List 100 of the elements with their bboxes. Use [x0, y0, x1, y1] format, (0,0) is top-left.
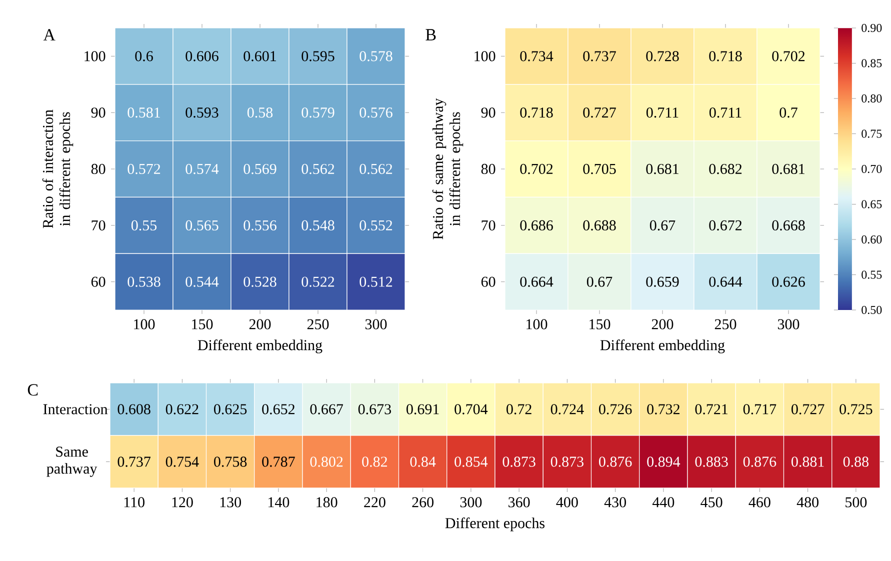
data-label: 0.802: [310, 456, 343, 467]
data-label: 0.562: [302, 164, 334, 174]
y-tick-label: 70: [92, 220, 106, 230]
x-tick-label: 440: [652, 497, 674, 508]
x-tick-label: 150: [192, 319, 213, 330]
data-label: 0.732: [647, 404, 680, 414]
y-tick-label: Same pathway: [46, 446, 98, 477]
data-label: 0.873: [502, 456, 536, 467]
x-tick-label: 110: [124, 497, 144, 508]
data-label: 0.556: [244, 220, 276, 230]
data-label: 0.608: [118, 404, 150, 414]
data-label: 0.873: [550, 456, 584, 467]
x-tick-label: 100: [526, 319, 548, 330]
data-label: 0.67: [650, 220, 676, 230]
data-label: 0.578: [360, 51, 392, 62]
data-label: 0.625: [214, 404, 247, 414]
x-tick-label: 120: [172, 497, 193, 508]
x-tick-label: 500: [846, 497, 867, 508]
data-label: 0.681: [772, 164, 804, 174]
y-axis-title: Ratio of interaction in different epochs: [42, 110, 74, 228]
color-bar-label: 0.80: [862, 94, 882, 103]
data-label: 0.737: [583, 51, 616, 62]
x-tick-label: 200: [652, 319, 674, 330]
y-tick-label: 80: [481, 164, 496, 174]
color-bar-label: 0.65: [862, 200, 882, 208]
data-label: 0.512: [360, 276, 392, 287]
data-label: 0.626: [772, 276, 805, 287]
x-tick-label: 460: [748, 497, 770, 508]
data-label: 0.737: [118, 456, 150, 467]
y-tick-label: 80: [91, 164, 106, 174]
data-label: 0.593: [186, 107, 218, 118]
chart-title: B: [426, 29, 436, 40]
x-tick-label: 300: [778, 319, 800, 330]
data-label: 0.562: [360, 164, 392, 174]
x-tick-label: 450: [700, 497, 722, 508]
x-tick-label: 250: [714, 319, 736, 330]
y-tick-label: Interaction: [43, 404, 108, 414]
data-label: 0.688: [583, 220, 616, 230]
data-label: 0.734: [520, 51, 554, 62]
data-label: 0.883: [695, 456, 728, 467]
y-tick-label: 90: [481, 108, 496, 118]
x-tick-label: 360: [508, 497, 530, 508]
data-label: 0.7: [780, 107, 798, 118]
y-tick-label: 90: [91, 108, 106, 118]
data-label: 0.673: [358, 404, 391, 414]
color-bar-label: 0.50: [862, 306, 882, 314]
data-label: 0.702: [520, 164, 553, 174]
data-label: 0.686: [520, 220, 553, 230]
y-tick-label: 100: [84, 51, 106, 62]
x-tick-label: 220: [364, 497, 386, 508]
data-label: 0.721: [695, 404, 728, 414]
data-label: 0.659: [646, 276, 679, 287]
color-bar-label: 0.90: [862, 24, 882, 32]
x-axis-title: Different epochs: [445, 518, 544, 532]
data-label: 0.728: [646, 51, 679, 62]
chart-title: C: [28, 384, 38, 396]
color-bar-label: 0.75: [862, 130, 882, 138]
x-tick-label: 150: [590, 319, 610, 330]
data-label: 0.682: [709, 164, 742, 174]
data-label: 0.754: [166, 456, 199, 467]
data-label: 0.6: [135, 51, 153, 62]
data-label: 0.528: [244, 276, 276, 287]
data-label: 0.711: [709, 107, 742, 118]
data-label: 0.544: [186, 276, 219, 287]
data-label: 0.717: [743, 404, 776, 414]
color-bar-label: 0.60: [862, 235, 882, 244]
data-label: 0.548: [302, 220, 334, 230]
data-label: 0.58: [247, 107, 273, 118]
data-label: 0.579: [302, 107, 334, 118]
x-tick-label: 430: [604, 497, 626, 508]
data-label: 0.652: [262, 404, 294, 414]
x-tick-label: 260: [412, 497, 434, 508]
data-label: 0.72: [506, 404, 532, 414]
data-label: 0.595: [302, 51, 334, 62]
data-label: 0.854: [454, 456, 488, 467]
y-axis-title: Ratio of same pathway in different epochs: [432, 98, 464, 240]
data-label: 0.881: [792, 456, 824, 467]
data-label: 0.718: [709, 51, 742, 62]
data-label: 0.569: [244, 164, 276, 174]
data-label: 0.704: [454, 404, 488, 414]
x-tick-label: 200: [249, 319, 271, 330]
data-label: 0.644: [709, 276, 742, 287]
data-label: 0.726: [599, 404, 632, 414]
data-label: 0.894: [647, 456, 680, 467]
y-tick-label: 100: [474, 51, 496, 62]
data-label: 0.82: [362, 456, 387, 467]
y-tick-label: 60: [91, 276, 106, 287]
x-tick-label: 130: [220, 497, 241, 508]
data-label: 0.606: [186, 51, 218, 62]
data-label: 0.538: [128, 276, 160, 287]
data-label: 0.711: [646, 107, 678, 118]
data-label: 0.681: [646, 164, 678, 174]
data-label: 0.691: [406, 404, 439, 414]
x-tick-label: 480: [796, 497, 818, 508]
color-bar-label: 0.85: [862, 59, 882, 68]
data-label: 0.718: [520, 107, 553, 118]
data-label: 0.601: [244, 51, 276, 62]
x-tick-label: 140: [268, 497, 290, 508]
data-label: 0.672: [709, 220, 742, 230]
data-label: 0.622: [166, 404, 198, 414]
